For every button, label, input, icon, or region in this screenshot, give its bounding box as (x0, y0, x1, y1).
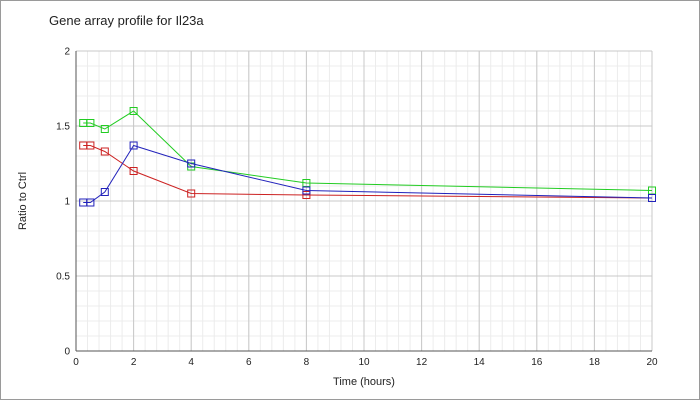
y-axis-label: Ratio to Ctrl (17, 172, 29, 230)
x-tick-label: 8 (304, 357, 310, 368)
data-point-marker (648, 194, 656, 202)
series-layer (79, 107, 656, 207)
x-tick-label: 10 (358, 357, 370, 368)
y-tick-label: 1 (64, 197, 70, 208)
series-line (83, 144, 653, 203)
data-point-marker (129, 141, 138, 150)
data-point-marker (129, 107, 138, 115)
y-tick-label: 2 (64, 47, 70, 58)
y-tick-labels: 0 0.5 1 1.5 2 (56, 47, 70, 358)
x-tick-label: 14 (474, 357, 486, 368)
data-point-marker (86, 119, 95, 127)
x-tick-label: 2 (131, 357, 137, 368)
data-point-marker (129, 167, 138, 175)
chart-title: Gene array profile for Il23a (49, 13, 204, 28)
x-tick-label: 18 (589, 357, 601, 368)
series-line (83, 110, 653, 191)
x-tick-labels: 0 2 4 6 8 10 12 14 16 18 20 (73, 357, 658, 368)
series-2 (79, 141, 656, 202)
data-point-marker (100, 147, 109, 156)
series-line (83, 145, 653, 199)
axes (75, 51, 652, 352)
x-tick-label: 0 (73, 357, 79, 368)
x-tick-label: 6 (246, 357, 252, 368)
x-tick-label: 20 (646, 357, 658, 368)
y-tick-label: 1.5 (56, 122, 70, 133)
data-point-marker (187, 189, 196, 198)
data-point-marker (302, 186, 311, 195)
y-tick-label: 0.5 (56, 272, 70, 283)
series-3 (79, 141, 656, 207)
x-tick-label: 12 (416, 357, 428, 368)
x-tick-label: 4 (188, 357, 194, 368)
data-point-marker (100, 125, 109, 133)
y-tick-label: 0 (64, 347, 70, 358)
x-axis-label: Time (hours) (333, 376, 395, 388)
data-point-marker (302, 191, 311, 199)
data-point-marker (187, 159, 196, 168)
major-grid (75, 50, 653, 352)
data-point-marker (100, 188, 109, 196)
data-point-marker (86, 141, 95, 150)
data-point-marker (86, 198, 95, 207)
x-tick-label: 16 (531, 357, 543, 368)
